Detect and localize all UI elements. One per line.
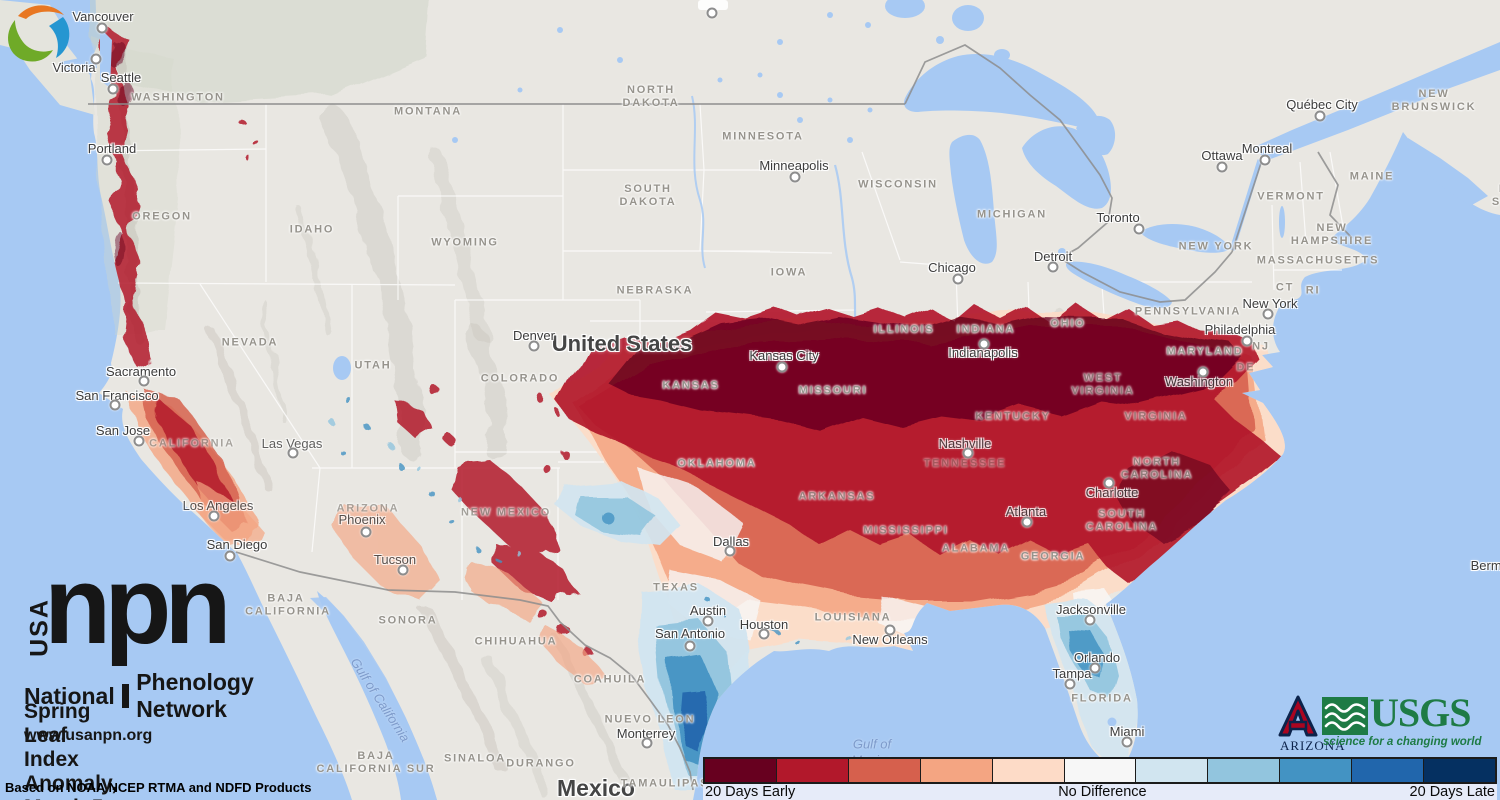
legend-color-cell xyxy=(705,759,777,782)
anomaly-legend: 20 Days Early No Difference 20 Days Late xyxy=(703,757,1497,800)
usgs-wave-icon xyxy=(1322,697,1368,735)
org-name-left: National xyxy=(24,682,115,709)
usgs-tagline: science for a changing world xyxy=(1323,736,1482,748)
cutoff-label-box xyxy=(698,0,728,10)
legend-left-label: 20 Days Early xyxy=(705,784,796,800)
legend-labels: 20 Days Early No Difference 20 Days Late xyxy=(703,784,1497,800)
org-divider xyxy=(121,684,130,708)
data-attribution: Based on NOAA NCEP RTMA and NDFD Product… xyxy=(5,780,312,795)
legend-color-cell xyxy=(920,759,993,782)
lakes xyxy=(60,0,1500,800)
org-name-right: Phenology Network xyxy=(136,669,254,722)
legend-right-label: 20 Days Late xyxy=(1409,784,1495,800)
npn-wordmark: npn xyxy=(44,544,232,667)
rivers xyxy=(691,95,860,333)
arizona-a-icon xyxy=(1278,695,1318,737)
legend-color-cell xyxy=(1424,759,1495,782)
legend-color-cell xyxy=(992,759,1065,782)
legend-color-cell xyxy=(1064,759,1137,782)
legend-color-cell xyxy=(1280,759,1353,782)
legend-color-cell xyxy=(1352,759,1425,782)
legend-center-label: No Difference xyxy=(1058,784,1147,800)
legend-color-cell xyxy=(848,759,921,782)
legend-color-cell xyxy=(776,759,849,782)
map-title: Spring Leaf Index Anomaly, March 5, 2024 xyxy=(24,700,117,800)
npn-leaf-icon xyxy=(8,5,70,62)
usgs-label: USGS xyxy=(1370,690,1471,735)
international-borders xyxy=(88,44,1353,791)
legend-color-cell xyxy=(1136,759,1209,782)
arizona-label: ARIZONA xyxy=(1280,738,1346,753)
legend-color-cell xyxy=(1208,759,1281,782)
website-url: www.usanpn.org xyxy=(24,727,153,744)
legend-colorbar xyxy=(703,757,1497,784)
org-name: National Phenology Network xyxy=(24,669,259,723)
anomaly-raster xyxy=(100,25,1290,790)
